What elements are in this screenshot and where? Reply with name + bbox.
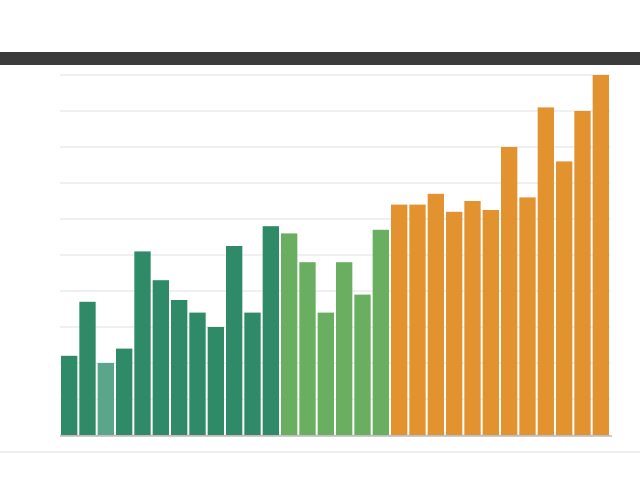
bar xyxy=(244,312,261,435)
bar xyxy=(189,312,206,435)
bar xyxy=(446,211,463,435)
bar xyxy=(97,363,114,435)
bar xyxy=(317,312,334,435)
bar xyxy=(409,204,426,435)
bar xyxy=(537,107,554,436)
bar xyxy=(592,75,609,435)
bar xyxy=(372,229,389,435)
bar xyxy=(574,111,591,435)
bar xyxy=(482,210,499,435)
bar xyxy=(391,204,408,435)
bar xyxy=(299,262,316,435)
bar xyxy=(281,233,298,435)
bar xyxy=(336,262,353,435)
bar xyxy=(464,201,481,435)
bar xyxy=(207,327,224,435)
bar xyxy=(556,161,573,435)
bar xyxy=(262,226,279,435)
bar xyxy=(116,348,133,435)
bar xyxy=(152,280,169,435)
bar xyxy=(501,147,518,435)
bar xyxy=(226,246,243,435)
bar xyxy=(354,294,371,435)
header-bar xyxy=(0,52,640,65)
bar xyxy=(519,197,536,435)
bar xyxy=(79,301,96,435)
bar xyxy=(427,193,444,435)
bar xyxy=(61,355,78,435)
bar xyxy=(171,300,188,435)
bar xyxy=(134,251,151,435)
